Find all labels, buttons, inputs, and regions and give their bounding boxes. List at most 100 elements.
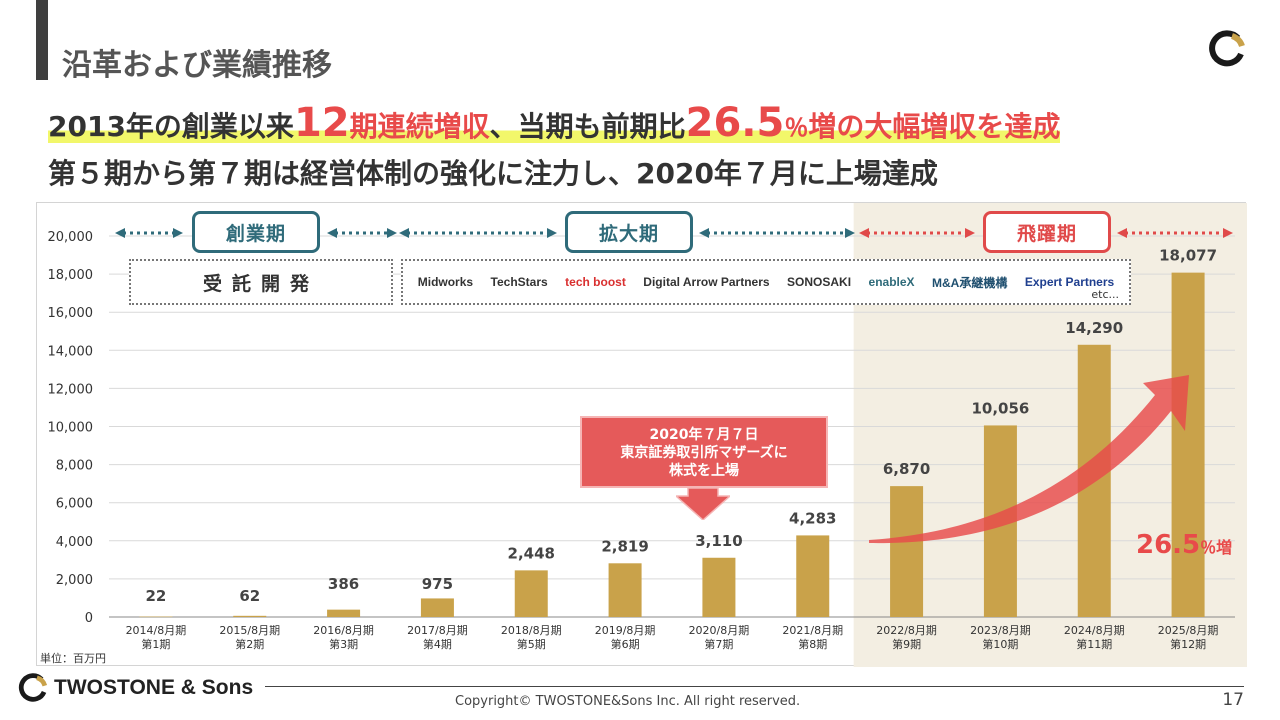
footer-brand: TWOSTONE & Sons — [18, 673, 253, 703]
y-tick-label: 0 — [85, 611, 93, 626]
callout-line2: 東京証券取引所マザーズに — [620, 445, 788, 461]
ma-logo: M&A承継機構 — [932, 275, 1008, 290]
y-tick-label: 12,000 — [48, 382, 94, 397]
revenue-chart-panel: 0 2,000 4,000 6,000 8,000 10,000 12,000 14,000 1… — [36, 202, 1247, 667]
headline-1-part2: 期連続増収 — [349, 110, 490, 143]
phase-hiyaku: 飛躍期 — [983, 211, 1111, 253]
techstars-logo: TechStars — [490, 275, 548, 289]
growth-rate-suffix: ％増 — [1200, 538, 1233, 557]
ep-logo: Expert Partners — [1024, 275, 1115, 289]
footer-logo-icon — [18, 673, 48, 702]
y-tick-label: 2,000 — [56, 573, 93, 588]
x-tick-sublabel: 第11期 — [1076, 637, 1112, 651]
x-tick-label: 2015/8月期 — [219, 624, 280, 637]
bar — [327, 609, 361, 617]
x-tick-label: 2018/8月期 — [501, 624, 562, 637]
callout-line3: 株式を上場 — [669, 463, 739, 479]
x-tick-sublabel: 第6期 — [611, 637, 640, 651]
x-tick-sublabel: 第12期 — [1170, 637, 1206, 651]
x-tick-label: 2024/8月期 — [1064, 624, 1125, 637]
headline-2: 第５期から第７期は経営体制の強化に注力し、2020年７月に上場達成 — [48, 157, 938, 190]
x-tick-sublabel: 第10期 — [982, 637, 1018, 651]
bar — [702, 557, 736, 617]
x-tick-label: 2017/8月期 — [407, 624, 468, 637]
x-tick-label: 2020/8月期 — [689, 624, 750, 637]
x-tick-sublabel: 第1期 — [141, 637, 170, 651]
bar — [233, 615, 267, 617]
phase2-arrow-left-left-head — [399, 228, 409, 238]
growth-arrow — [869, 375, 1189, 544]
x-tick-sublabel: 第7期 — [704, 637, 733, 651]
bar-value-label: 62 — [239, 587, 260, 605]
bar — [420, 598, 454, 617]
headline-1-part3: 、当期も前期比 — [489, 110, 686, 143]
callout-down-arrow-icon — [676, 488, 730, 520]
headline-1-part1: 2013年の創業以来 — [48, 110, 294, 143]
x-tick-sublabel: 第3期 — [329, 637, 358, 651]
bar-value-label: 386 — [328, 575, 359, 593]
bar — [890, 486, 924, 617]
footer-divider — [265, 686, 1244, 687]
bar — [139, 616, 173, 618]
callout-line1: 2020年７月７日 — [649, 427, 759, 443]
phase2-arrow-left-right-head — [547, 228, 557, 238]
x-tick-sublabel: 第5期 — [517, 637, 546, 651]
bar — [608, 563, 642, 617]
digital-arrow-logo: Digital Arrow Partners — [643, 275, 770, 289]
logos-etc: etc... — [1091, 288, 1119, 301]
bar-value-label: 2,448 — [508, 544, 555, 562]
growth-rate-label: 26.5％増 — [1136, 530, 1232, 560]
y-tick-label: 20,000 — [48, 230, 94, 245]
y-tick-label: 8,000 — [56, 459, 93, 474]
headline-1-part4: 増の大幅増収を達成 — [808, 110, 1061, 143]
bar-value-label: 2,819 — [601, 537, 648, 555]
phase-sogyo: 創業期 — [192, 211, 320, 253]
headline-1-pct: ％ — [784, 114, 809, 142]
unit-label: 単位：百万円 — [40, 652, 106, 665]
enablex-logo: enableX — [868, 275, 915, 289]
y-tick-label: 16,000 — [48, 306, 94, 321]
phase1-arrow-right-left-head — [327, 228, 337, 238]
y-tick-label: 18,000 — [48, 268, 94, 283]
phase1-arrow-left-right-head — [173, 228, 183, 238]
bar-value-label: 3,110 — [695, 532, 742, 550]
copyright: Copyright© TWOSTONE&Sons Inc. All right … — [455, 694, 801, 709]
x-tick-label: 2023/8月期 — [970, 624, 1031, 637]
phase1-arrow-right-right-head — [387, 228, 397, 238]
phase3-arrow-left-left-head — [859, 228, 869, 238]
x-tick-label: 2022/8月期 — [876, 624, 937, 637]
bar-value-label: 975 — [422, 575, 453, 593]
x-tick-label: 2019/8月期 — [595, 624, 656, 637]
brand-logo-icon — [1209, 30, 1245, 67]
page-title: 沿革および業績推移 — [62, 48, 332, 83]
bar-value-label: 14,290 — [1065, 319, 1123, 337]
footer-brand-text: TWOSTONE & Sons — [54, 676, 254, 699]
headline-1: 2013年の創業以来12期連続増収、当期も前期比26.5％増の大幅増収を達成 — [48, 100, 1061, 146]
x-tick-sublabel: 第4期 — [423, 637, 452, 651]
bar — [796, 535, 830, 617]
page-number: 17 — [1222, 690, 1244, 710]
listing-callout: 2020年７月７日 東京証券取引所マザーズに 株式を上場 — [580, 416, 828, 488]
sonosaki-logo: SONOSAKI — [787, 275, 852, 289]
service-logos-box: Midworks TechStars tech boost Digital Ar… — [401, 259, 1131, 305]
phase2-arrow-right-right-head — [845, 228, 855, 238]
bar — [514, 570, 548, 617]
bar-value-label: 10,056 — [971, 399, 1029, 417]
bar — [1171, 272, 1205, 617]
bar-value-label: 22 — [145, 587, 166, 605]
x-tick-sublabel: 第9期 — [892, 637, 921, 651]
bar-value-label: 18,077 — [1159, 247, 1217, 265]
x-tick-sublabel: 第8期 — [798, 637, 827, 651]
headline-1-big2: 26.5 — [685, 100, 785, 146]
techboost-logo: tech boost — [565, 275, 626, 289]
y-tick-label: 6,000 — [56, 497, 93, 512]
phase-kakudai: 拡大期 — [565, 211, 693, 253]
x-tick-label: 2014/8月期 — [126, 624, 187, 637]
headline-1-big1: 12 — [293, 100, 350, 146]
phase3-arrow-right-left-head — [1117, 228, 1127, 238]
phase3-arrow-right-right-head — [1223, 228, 1233, 238]
y-tick-label: 14,000 — [48, 344, 94, 359]
y-tick-label: 4,000 — [56, 535, 93, 550]
x-tick-sublabel: 第2期 — [235, 637, 264, 651]
phase2-arrow-right-left-head — [699, 228, 709, 238]
